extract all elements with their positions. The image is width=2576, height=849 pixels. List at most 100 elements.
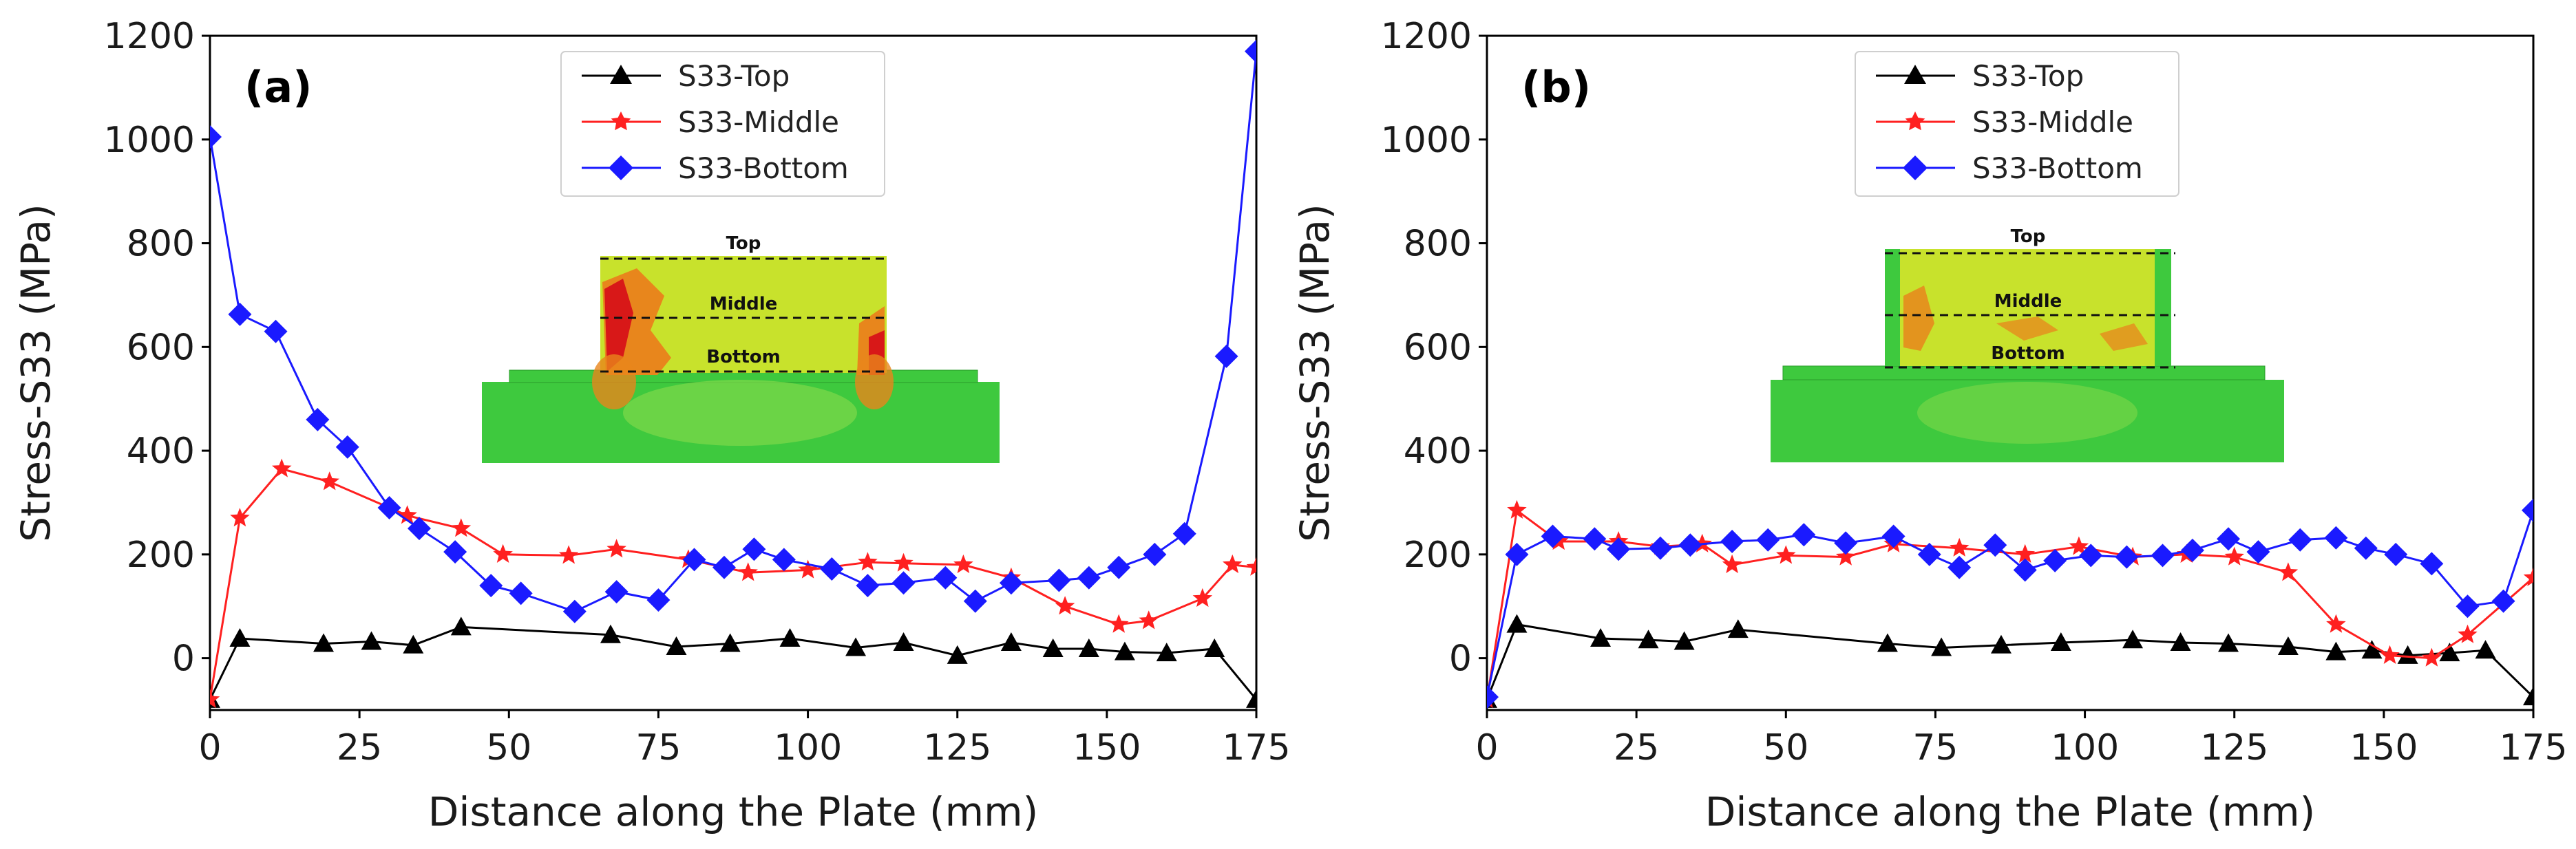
data-point-top xyxy=(779,627,801,647)
x-tick-label: 25 xyxy=(337,727,382,769)
data-point-top xyxy=(1877,633,1898,652)
data-point-middle xyxy=(1776,545,1796,564)
x-tick-label: 125 xyxy=(2200,727,2268,769)
data-point-top xyxy=(1246,689,1256,708)
data-point-middle xyxy=(798,559,818,579)
y-tick-label: 800 xyxy=(127,224,195,265)
fe-contour-inset: Top Middle Bottom xyxy=(1771,226,2284,462)
data-point-middle xyxy=(1835,546,1856,566)
inset-base-light-zone xyxy=(623,380,857,446)
legend: S33-Top S33-Middle S33-Bottom xyxy=(1855,51,2179,197)
data-point-bottom xyxy=(479,574,503,598)
data-point-middle xyxy=(2224,546,2244,566)
data-point-bottom xyxy=(2288,528,2312,552)
data-point-bottom xyxy=(1077,566,1101,590)
data-point-middle xyxy=(1055,596,1075,615)
data-point-bottom xyxy=(210,125,222,149)
data-point-bottom xyxy=(1792,523,1816,547)
data-point-bottom xyxy=(2013,558,2037,582)
data-point-top xyxy=(719,633,741,652)
inset-hot-zone-left-core xyxy=(604,279,633,372)
data-point-middle xyxy=(953,554,973,574)
data-point-middle xyxy=(493,544,513,563)
data-point-top xyxy=(1114,641,1135,660)
y-tick-label: 0 xyxy=(172,638,195,680)
legend-box xyxy=(1855,51,2179,197)
data-point-middle xyxy=(2380,645,2400,664)
data-point-bottom xyxy=(2456,594,2480,619)
data-point-bottom xyxy=(2043,548,2067,572)
data-point-bottom xyxy=(1487,685,1499,709)
data-point-top xyxy=(1727,619,1749,638)
data-point-top xyxy=(666,636,687,656)
y-tick-label: 600 xyxy=(1404,327,1472,368)
x-tick-label: 150 xyxy=(1073,727,1141,769)
data-point-top xyxy=(1674,631,1695,650)
data-point-middle xyxy=(2069,536,2089,555)
y-tick-label: 400 xyxy=(1404,431,1472,472)
data-point-middle xyxy=(397,505,417,524)
legend-label-top: S33-Top xyxy=(678,59,790,93)
panel-label: (a) xyxy=(244,62,313,112)
legend-label-middle: S33-Middle xyxy=(1972,105,2133,139)
data-point-bottom xyxy=(1917,542,1941,566)
data-point-bottom xyxy=(742,537,766,561)
inset-weld-toe-right xyxy=(855,354,894,409)
data-point-top xyxy=(361,631,382,650)
data-point-bottom xyxy=(963,589,987,613)
data-point-middle xyxy=(1949,537,1970,557)
data-point-bottom xyxy=(712,555,736,579)
data-point-top xyxy=(1506,614,1528,633)
y-axis-label: Stress-S33 (MPa) xyxy=(1291,204,1338,541)
data-point-bottom xyxy=(306,407,330,431)
data-point-top xyxy=(1990,634,2012,654)
legend-label-top: S33-Top xyxy=(1972,59,2084,93)
data-point-top xyxy=(2050,632,2071,651)
data-point-top xyxy=(1590,627,1612,647)
data-point-top xyxy=(1042,638,1064,658)
data-point-bottom xyxy=(2180,538,2204,562)
data-point-top xyxy=(1156,643,1177,662)
data-point-bottom xyxy=(1607,537,1631,561)
legend-marker-top xyxy=(1904,65,1926,84)
data-point-middle xyxy=(2523,567,2533,586)
data-point-top xyxy=(1000,632,1022,651)
data-point-middle xyxy=(1139,610,1159,630)
data-point-middle xyxy=(451,518,472,537)
data-point-bottom xyxy=(1720,530,1744,553)
data-point-middle xyxy=(230,508,250,527)
data-point-top xyxy=(2523,687,2533,706)
data-point-bottom xyxy=(2115,545,2139,569)
data-point-bottom xyxy=(1047,568,1071,592)
data-point-top xyxy=(2218,633,2239,652)
data-point-bottom xyxy=(509,581,533,605)
data-point-top xyxy=(2325,641,2347,660)
legend-marker-middle xyxy=(1905,111,1925,131)
inset-label-bottom: Bottom xyxy=(1991,343,2065,364)
data-point-bottom xyxy=(2079,544,2103,568)
data-point-top xyxy=(229,627,251,647)
series-line-top xyxy=(1487,623,2533,700)
x-axis-ticks: 0 25 50 75 100 125 150 175 xyxy=(198,710,1291,769)
data-point-bottom xyxy=(682,548,706,572)
data-point-bottom xyxy=(1983,533,2007,557)
data-point-middle xyxy=(558,545,579,564)
panel-label: (b) xyxy=(1521,62,1591,112)
legend-label-middle: S33-Middle xyxy=(678,105,839,139)
inset-hot-zone-left xyxy=(1903,286,1934,351)
data-point-middle xyxy=(2458,624,2478,643)
legend-marker-bottom xyxy=(1903,155,1928,180)
data-point-middle xyxy=(2326,614,2346,633)
fe-contour-inset: Top Middle Bottom xyxy=(482,233,1000,463)
inset-weld-toe-left xyxy=(592,354,636,409)
data-point-bottom xyxy=(2217,527,2241,551)
inset-label-top: Top xyxy=(726,233,761,254)
plot-area xyxy=(210,39,1256,709)
data-point-top xyxy=(600,624,621,643)
panel-b: 0 200 400 600 800 1000 1200 0 25 50 75 100 125 150 17… xyxy=(1291,16,2568,835)
legend-label-bottom: S33-Bottom xyxy=(1972,151,2143,185)
data-point-middle xyxy=(738,562,758,581)
data-point-bottom xyxy=(1648,536,1672,560)
y-tick-label: 1200 xyxy=(104,16,195,57)
data-point-bottom xyxy=(377,496,401,519)
